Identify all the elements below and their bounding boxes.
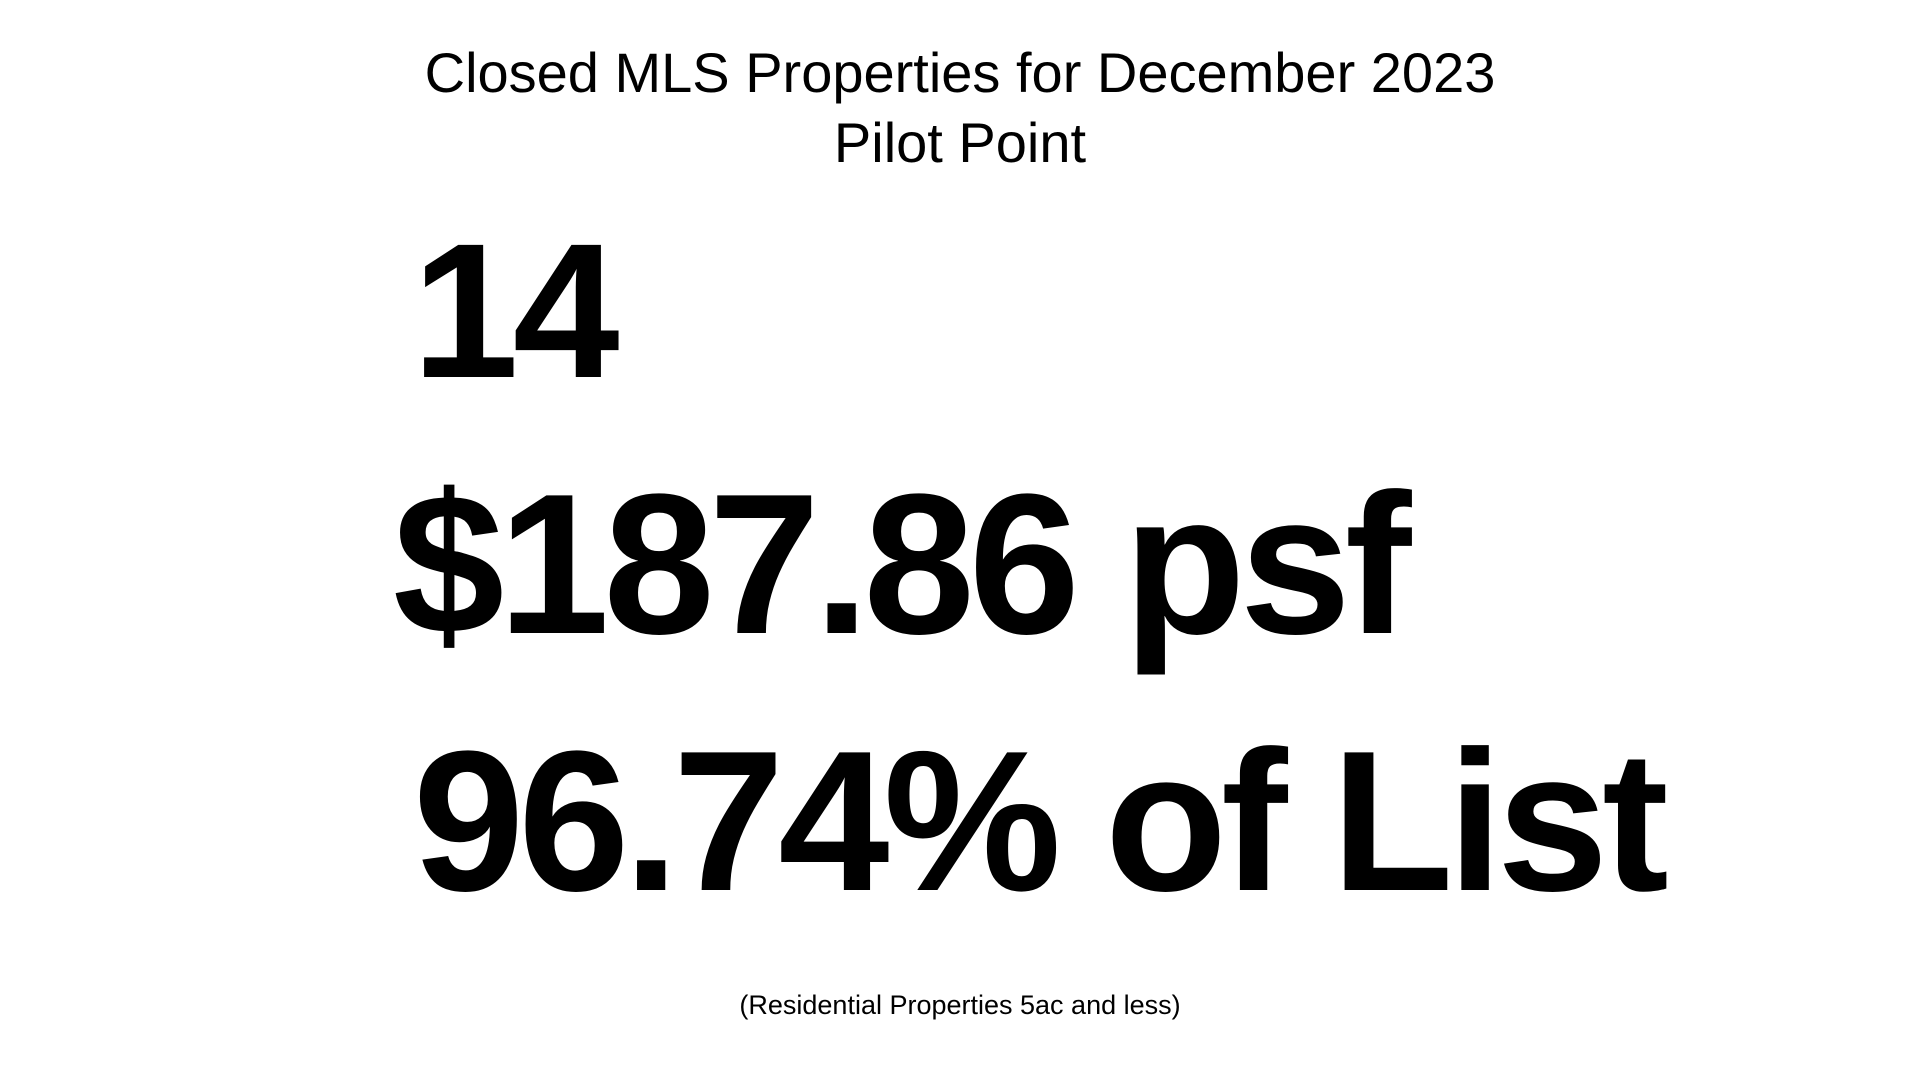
footnote: (Residential Properties 5ac and less)	[739, 990, 1181, 1020]
title-line-report: Closed MLS Properties for December 2023	[424, 41, 1496, 104]
closed-count-stat: 14	[412, 203, 620, 418]
price-per-sqft-stat: $187.86 psf	[393, 453, 1412, 676]
slide-title: Closed MLS Properties for December 2023 …	[0, 38, 1920, 178]
title-line-city: Pilot Point	[833, 111, 1087, 174]
percent-of-list-stat: 96.74% of List	[413, 710, 1669, 933]
